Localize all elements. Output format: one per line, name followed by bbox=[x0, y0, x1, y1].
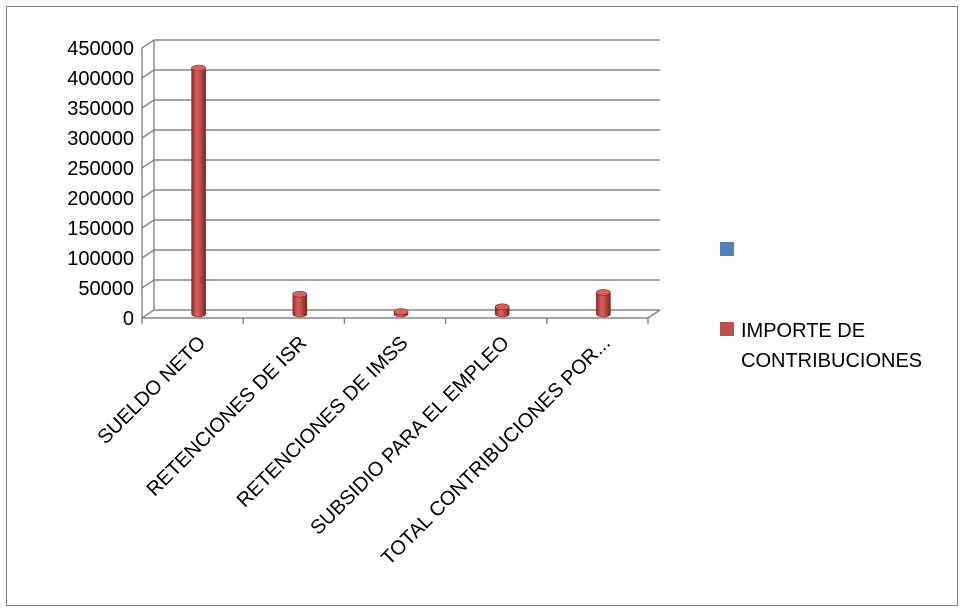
gridlines bbox=[141, 39, 660, 319]
bar bbox=[393, 308, 409, 318]
y-tick-label: 100000 bbox=[67, 248, 134, 270]
gridline-depth bbox=[141, 279, 155, 289]
x-tick-label: RETENCIONES DE IMSS bbox=[233, 332, 413, 512]
y-tick-label: 150000 bbox=[67, 218, 134, 240]
floor-right-edge bbox=[647, 309, 661, 319]
gridline-depth bbox=[141, 219, 155, 229]
gridline-depth bbox=[141, 309, 155, 319]
bar bbox=[596, 289, 611, 318]
gridline-depth bbox=[141, 69, 155, 79]
gridline-depth bbox=[141, 159, 155, 169]
y-tick-label: 400000 bbox=[67, 68, 134, 90]
x-tick-label: SUELDO NETO bbox=[93, 332, 210, 449]
x-tick-label: SUBSIDIO PARA EL EMPLEO bbox=[306, 332, 513, 539]
x-tick-label: TOTAL CONTRIBUCIONES POR... bbox=[377, 332, 615, 570]
y-tick-label: 300000 bbox=[67, 128, 134, 150]
gridline-depth bbox=[141, 249, 155, 259]
bar bbox=[292, 290, 308, 318]
bar-body bbox=[191, 67, 206, 318]
bar bbox=[494, 303, 510, 318]
bar-body bbox=[596, 292, 611, 318]
gridline-depth bbox=[141, 129, 155, 139]
bar-body bbox=[292, 293, 308, 318]
bar-top bbox=[596, 289, 611, 296]
chart-frame bbox=[6, 6, 958, 606]
gridline-depth bbox=[141, 99, 155, 109]
legend-swatch bbox=[720, 322, 734, 336]
y-tick-label: 450000 bbox=[67, 38, 134, 60]
gridline-depth bbox=[141, 189, 155, 199]
bar-top bbox=[393, 308, 409, 315]
axes bbox=[141, 40, 661, 324]
y-tick-label: 0 bbox=[123, 308, 134, 330]
legend-label: IMPORTE DE CONTRIBUCIONES bbox=[741, 320, 922, 372]
bar-top bbox=[494, 303, 510, 311]
y-tick-label: 350000 bbox=[67, 98, 134, 120]
gridline-depth bbox=[141, 39, 155, 49]
x-tick-label: RETENCIONES DE ISR bbox=[143, 332, 312, 501]
legend: IMPORTE DE CONTRIBUCIONES bbox=[720, 242, 922, 372]
bar-top bbox=[292, 290, 308, 298]
y-tick-label: 50000 bbox=[78, 278, 134, 300]
legend-swatch bbox=[720, 242, 734, 256]
bar bbox=[191, 64, 206, 318]
y-tick-labels: 450000 400000 350000 300000 250000 200000 1500… bbox=[67, 38, 134, 330]
bars bbox=[191, 64, 611, 318]
y-tick-label: 200000 bbox=[67, 188, 134, 210]
y-tick-label: 250000 bbox=[67, 158, 134, 180]
bar-top bbox=[191, 64, 206, 72]
